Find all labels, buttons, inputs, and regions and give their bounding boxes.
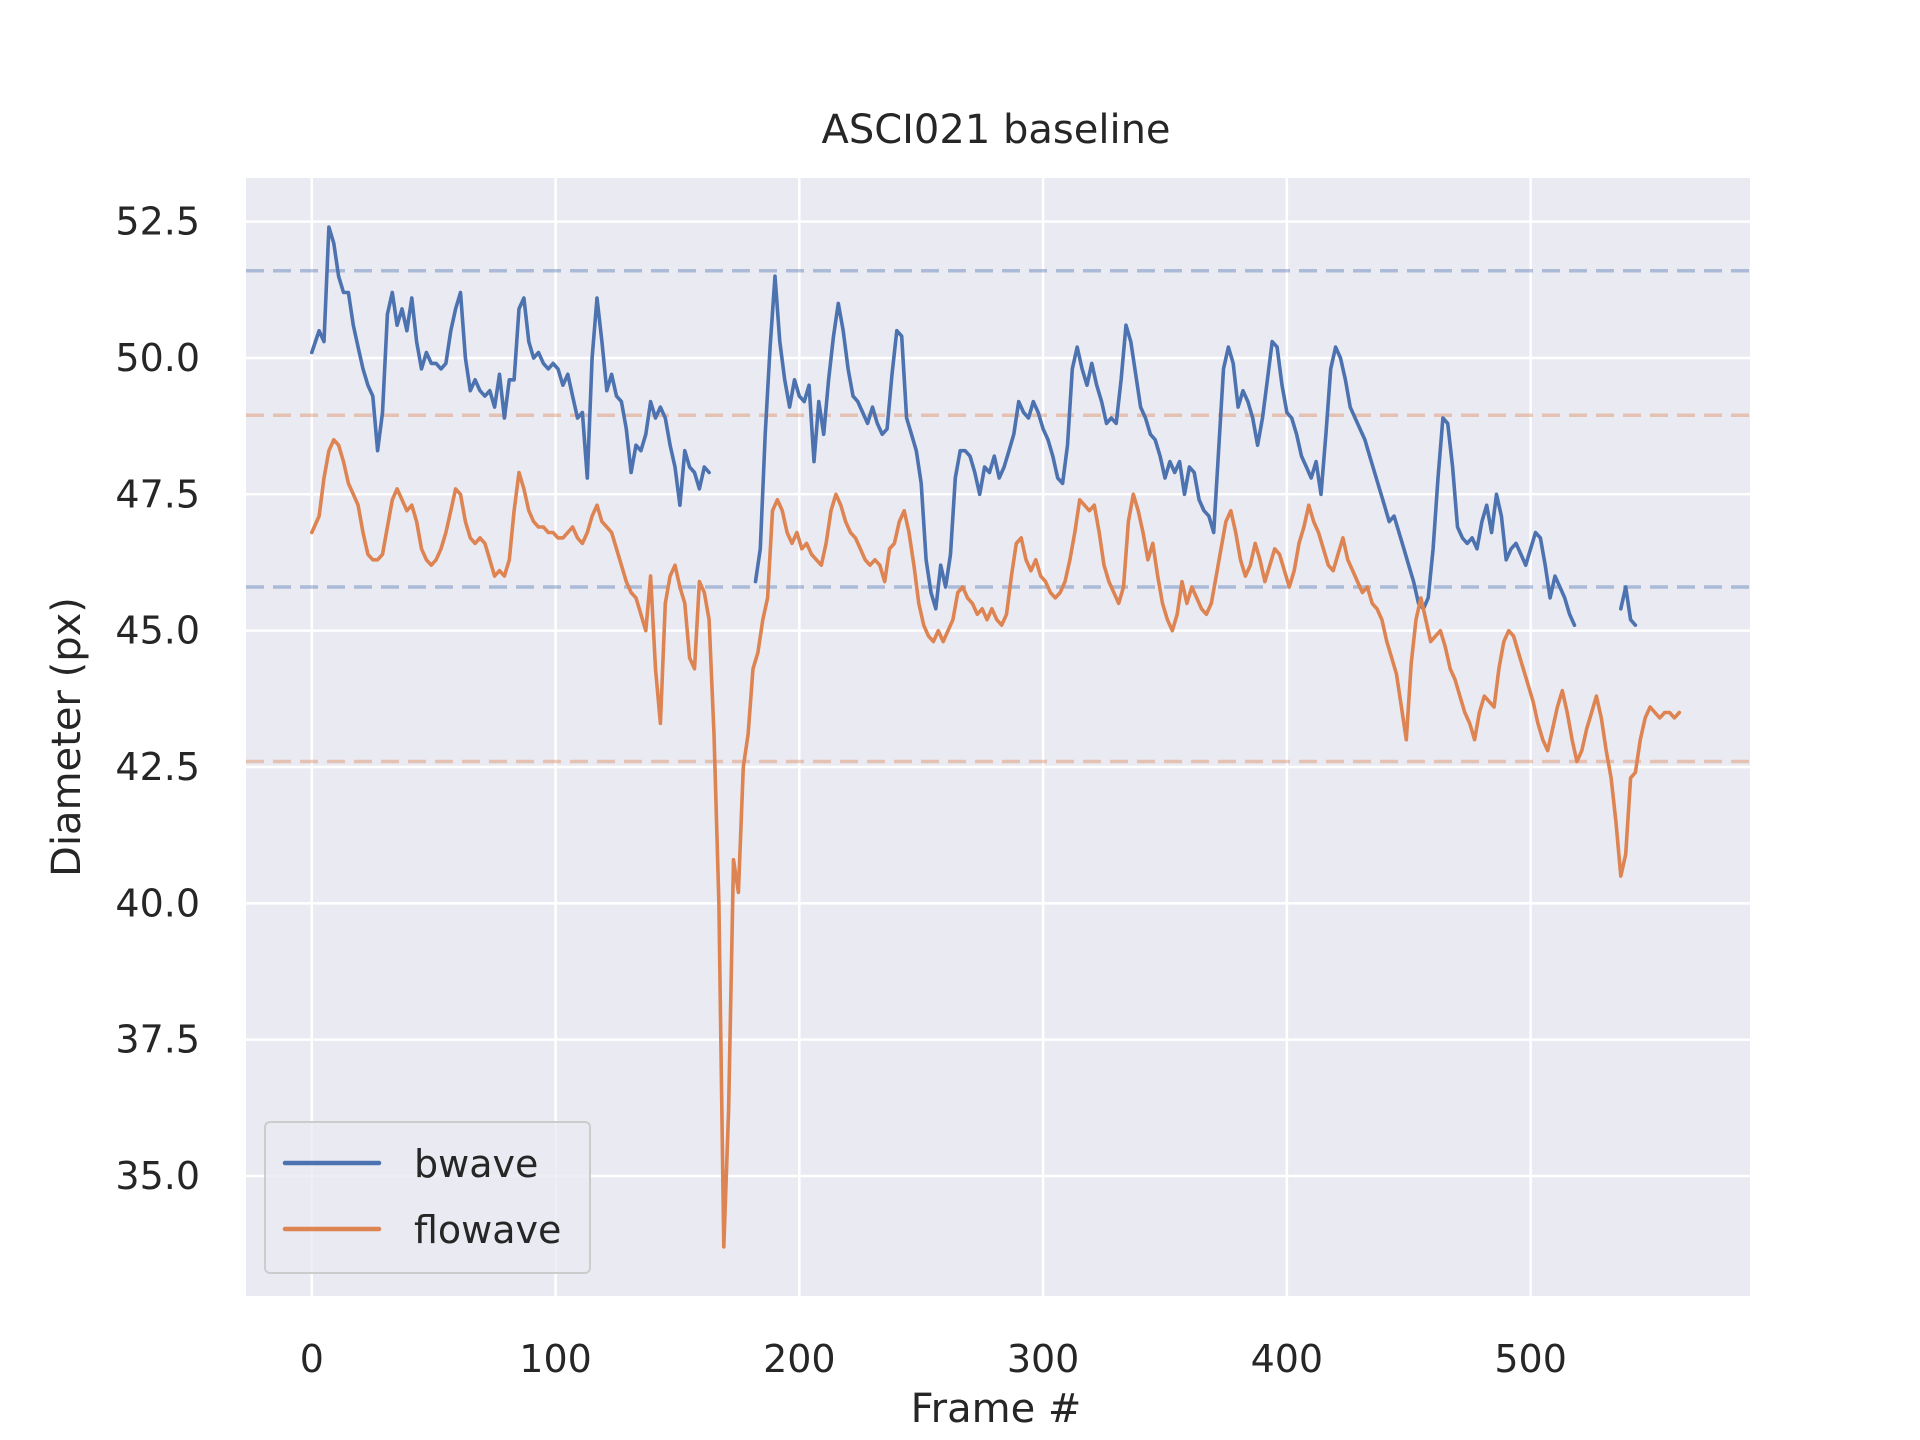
- grid-lines: [246, 178, 1750, 1296]
- series-line-bwave: [309, 225, 711, 508]
- legend-label-bwave: bwave: [414, 1142, 538, 1186]
- series-line-flowave: [309, 437, 1682, 1249]
- chart-title: ASCI021 baseline: [821, 107, 1170, 153]
- y-tick-label: 40.0: [115, 881, 200, 925]
- y-tick-label: 52.5: [115, 200, 200, 244]
- legend-label-flowave: flowave: [414, 1208, 561, 1252]
- x-tick-label: 300: [1007, 1337, 1080, 1381]
- y-tick-label: 50.0: [115, 336, 200, 380]
- y-axis-label: Diameter (px): [44, 597, 90, 877]
- y-tick-label: 45.0: [115, 609, 200, 653]
- legend-box: [264, 1121, 591, 1274]
- y-tick-label: 42.5: [115, 745, 200, 789]
- x-tick-label: 0: [300, 1337, 324, 1381]
- plot-area: [246, 178, 1750, 1296]
- y-tick-label: 47.5: [115, 472, 200, 516]
- x-axis-label: Frame #: [911, 1386, 1082, 1432]
- y-tick-label: 37.5: [115, 1018, 200, 1062]
- reference-lines: [246, 268, 1750, 764]
- tick-labels: 0 100 200 300 400 500 35.0 37.5 40.0 42.5 45.0 47.5…: [115, 200, 1566, 1381]
- series-lines: [309, 225, 1682, 1249]
- series-line-bwave: [1619, 585, 1638, 628]
- x-tick-label: 500: [1494, 1337, 1567, 1381]
- x-tick-label: 200: [763, 1337, 836, 1381]
- y-tick-label: 35.0: [115, 1154, 200, 1198]
- legend: bwave flowave: [264, 1121, 591, 1274]
- x-tick-label: 400: [1251, 1337, 1324, 1381]
- x-tick-label: 100: [519, 1337, 592, 1381]
- series-line-bwave: [753, 274, 1577, 628]
